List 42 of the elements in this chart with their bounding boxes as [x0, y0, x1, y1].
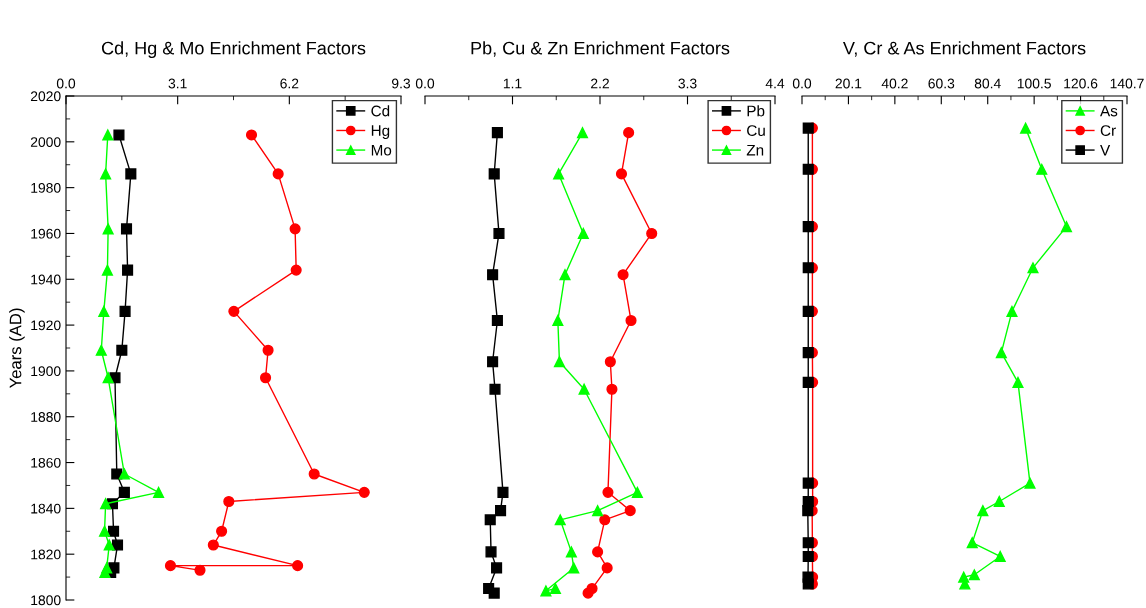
legend-label: Cr [1100, 125, 1116, 136]
y-tick-label: 1880 [31, 412, 61, 422]
x-tick-label: 0.0 [56, 78, 76, 89]
y-tick-label: 1800 [31, 595, 61, 606]
x-tick-label: 1.1 [503, 78, 522, 89]
x-tick-label: 0.0 [415, 78, 435, 89]
x-tick-label: 4.4 [765, 78, 785, 89]
legend-label: Zn [746, 144, 764, 156]
legend-label: Cd [371, 105, 390, 117]
x-tick-label: 3.3 [678, 78, 697, 89]
y-tick-label: 1840 [31, 503, 61, 514]
x-tick-label: 3.1 [168, 78, 187, 89]
y-tick-label: 1820 [31, 549, 61, 560]
legend-label: Pb [747, 105, 765, 117]
legend-label: As [1100, 105, 1118, 117]
x-tick-label: 80.4 [974, 78, 1001, 89]
chart-title: Pb, Cu & Zn Enrichment Factors [471, 41, 730, 57]
x-tick-label: 100.5 [1017, 78, 1051, 89]
y-tick-label: 1940 [31, 274, 61, 285]
chart-title: Cd, Hg & Mo Enrichment Factors [101, 41, 366, 59]
y-tick-label: 2000 [30, 137, 61, 147]
x-tick-label: 6.2 [280, 78, 299, 89]
chart-title: V, Cr & As Enrichment Factors [842, 41, 1086, 57]
x-tick-label: 120.6 [1064, 78, 1098, 89]
x-tick-label: 2.2 [591, 78, 609, 89]
x-tick-label: 20.1 [835, 78, 862, 89]
legend-label: Mo [371, 144, 392, 156]
y-tick-label: 1920 [31, 320, 61, 331]
legend-label: Cu [747, 125, 765, 136]
x-tick-label: 0.0 [792, 78, 812, 89]
x-tick-label: 60.3 [928, 78, 955, 89]
y-tick-label: 1980 [31, 182, 61, 193]
legend-label: Hg [371, 125, 390, 139]
y-axis-title: Years (AD) [9, 308, 25, 389]
x-tick-label: 40.2 [881, 78, 908, 89]
y-tick-label: 2020 [30, 91, 61, 102]
y-tick-label: 1900 [31, 366, 61, 377]
x-tick-label: 140.7 [1110, 78, 1144, 89]
x-tick-label: 9.3 [392, 78, 411, 89]
legend-label: V [1100, 144, 1111, 156]
y-tick-label: 1960 [31, 228, 61, 239]
y-tick-label: 1860 [31, 457, 61, 468]
